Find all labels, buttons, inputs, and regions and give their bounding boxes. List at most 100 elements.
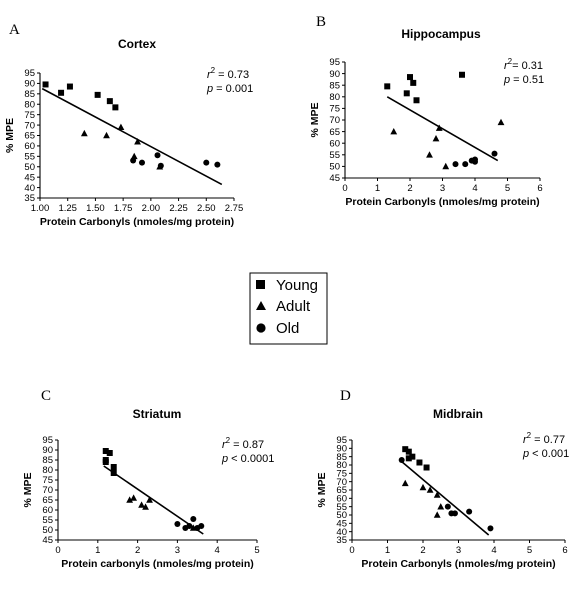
data-point-young (416, 459, 423, 466)
y-tick-label: 50 (329, 162, 340, 173)
x-tick-label: 6 (537, 183, 542, 194)
y-tick-label: 95 (336, 435, 347, 446)
data-point-young (403, 90, 410, 97)
data-point-young (459, 71, 465, 78)
data-point-young (102, 448, 109, 454)
data-point-old (174, 521, 181, 527)
x-tick-label: 2.25 (169, 203, 188, 214)
y-tick-label: 40 (336, 527, 347, 538)
x-tick-label: 1.50 (86, 203, 105, 214)
y-tick-label: 70 (24, 120, 35, 131)
data-point-old (138, 159, 145, 166)
y-axis-label: % MPE (4, 118, 16, 153)
y-tick-label: 60 (329, 138, 340, 149)
data-point-old (398, 457, 405, 463)
y-tick-label: 90 (336, 444, 347, 455)
y-tick-label: 85 (24, 89, 35, 100)
x-tick-label: 1 (375, 183, 380, 194)
legend: Young Adult Old (249, 272, 328, 345)
x-tick-label: 4 (215, 545, 220, 556)
data-point-young (112, 104, 119, 111)
y-tick-label: 85 (336, 452, 347, 463)
chart-title: Midbrain (433, 407, 483, 421)
y-tick-label: 35 (336, 535, 347, 546)
data-point-adult (142, 503, 149, 510)
data-point-old (444, 503, 451, 510)
data-point-adult (426, 486, 434, 493)
data-point-young (102, 459, 109, 465)
legend-label-young: Young (276, 277, 318, 294)
data-point-adult (130, 152, 138, 160)
data-point-adult (433, 491, 441, 498)
y-tick-label: 70 (329, 115, 340, 126)
y-tick-label: 50 (24, 162, 35, 173)
y-tick-label: 95 (329, 57, 340, 68)
data-point-old (462, 161, 469, 168)
y-tick-label: 65 (42, 495, 53, 506)
data-point-young (423, 464, 430, 471)
y-tick-label: 95 (42, 435, 53, 446)
data-point-young (409, 453, 416, 460)
data-point-old (157, 162, 164, 169)
x-tick-label: 3 (175, 545, 180, 556)
chart-title: Striatum (133, 407, 182, 421)
y-tick-label: 80 (24, 99, 35, 110)
x-tick-label: 2 (420, 545, 425, 556)
data-point-old (203, 159, 210, 166)
x-tick-label: 5 (254, 545, 259, 556)
data-point-young (407, 74, 413, 81)
data-point-adult (130, 494, 138, 501)
y-tick-label: 95 (24, 68, 35, 79)
x-axis-label: Protein Carbonyls (nmoles/mg protein) (361, 558, 555, 570)
data-point-young (110, 464, 117, 470)
x-axis-label: Protein Carbonyls (nmoles/mg protein) (40, 216, 234, 228)
r-squared-label: r2 = 0.87 (222, 436, 264, 451)
chart-title: Hippocampus (401, 27, 481, 41)
x-tick-label: 2.75 (225, 203, 244, 214)
x-axis-label: Protein Carbonyls (nmoles/mg protein) (345, 196, 539, 208)
data-point-adult (432, 134, 440, 142)
data-point-young (106, 98, 113, 105)
data-point-old (130, 157, 137, 164)
x-tick-label: 0 (349, 545, 354, 556)
x-tick-label: 2.50 (197, 203, 216, 214)
y-tick-label: 60 (24, 141, 35, 152)
data-point-young (410, 79, 417, 86)
data-point-adult (419, 483, 427, 491)
data-point-old (182, 525, 189, 531)
r-squared-label: r2 = 0.73 (207, 66, 249, 81)
data-point-old (198, 523, 205, 529)
y-tick-label: 50 (336, 510, 347, 521)
x-tick-label: 3 (440, 183, 445, 194)
data-point-adult (426, 151, 433, 158)
data-point-adult (433, 511, 441, 518)
data-point-old (466, 508, 473, 515)
y-tick-label: 45 (42, 535, 53, 546)
y-tick-label: 65 (24, 131, 35, 142)
x-tick-label: 2 (407, 183, 412, 194)
x-tick-label: 0 (55, 545, 60, 556)
y-tick-label: 35 (24, 193, 35, 204)
chart-title: Cortex (118, 37, 156, 51)
legend-box (249, 272, 328, 345)
y-tick-label: 55 (329, 150, 340, 161)
data-point-young (405, 455, 412, 462)
y-tick-label: 80 (42, 465, 53, 476)
p-value-label: p < 0.001 (522, 448, 569, 460)
x-tick-label: 2 (135, 545, 140, 556)
y-axis-label: % MPE (22, 472, 34, 507)
data-point-young (42, 81, 49, 88)
y-tick-label: 90 (329, 69, 340, 80)
y-tick-label: 45 (336, 519, 347, 530)
y-tick-label: 90 (42, 445, 53, 456)
x-tick-label: 4 (491, 545, 496, 556)
y-tick-label: 65 (329, 127, 340, 138)
data-point-young (58, 89, 65, 96)
data-point-adult (126, 496, 134, 503)
y-tick-label: 45 (24, 172, 35, 183)
data-point-young (110, 470, 117, 476)
